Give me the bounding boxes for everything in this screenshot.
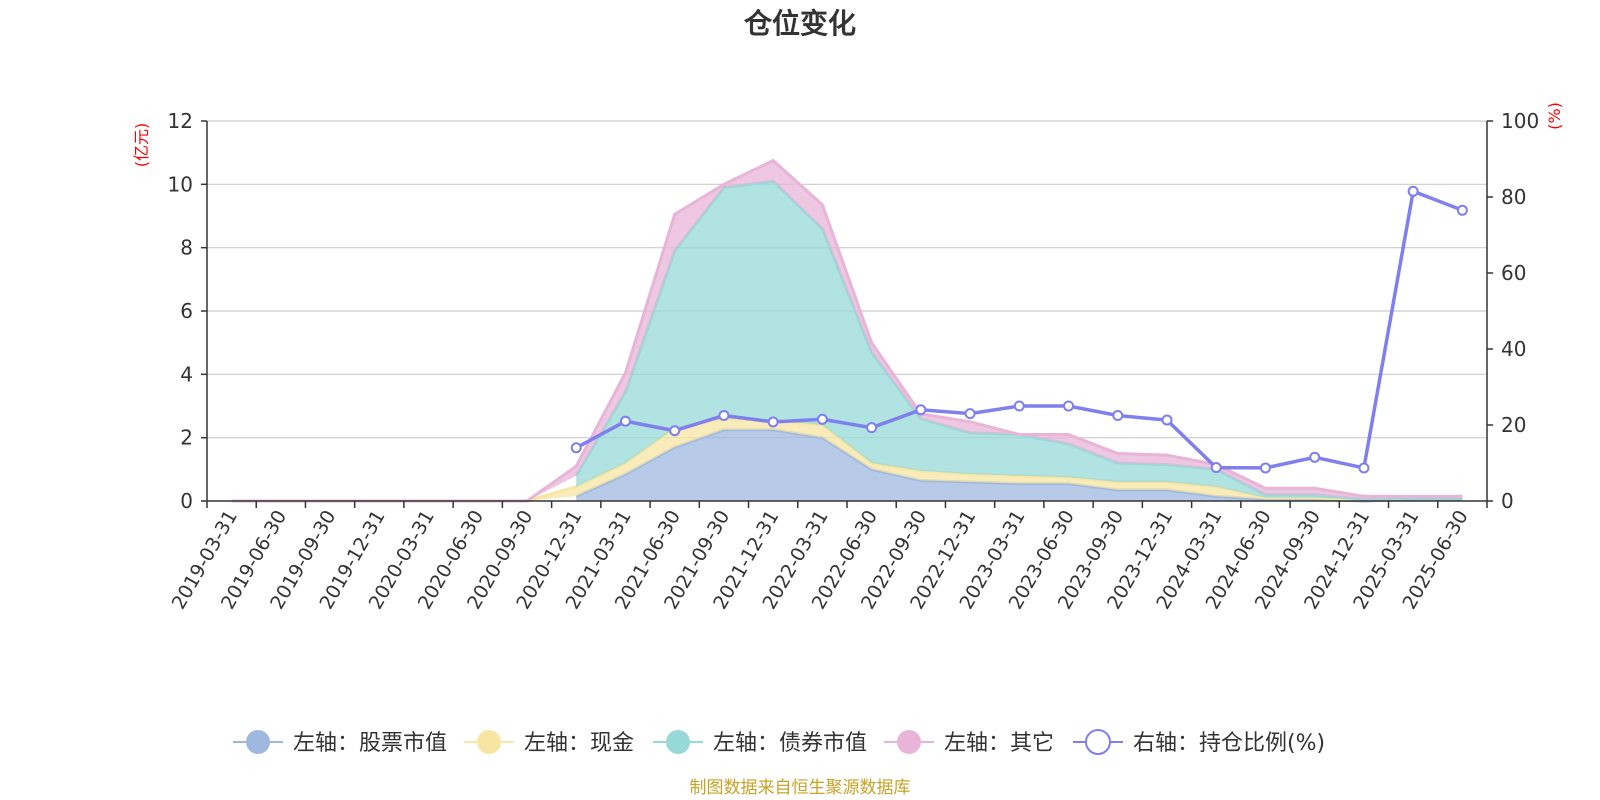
source-note: 制图数据来自恒生聚源数据库: [690, 778, 911, 798]
right-axis-unit: (%): [1545, 102, 1564, 130]
ratio-point: [619, 415, 631, 427]
ratio-point: [718, 410, 730, 421]
ratio-point: [1210, 462, 1222, 474]
left-tick-label: 8: [180, 236, 193, 260]
ratio-line: [570, 185, 1468, 474]
legend-label: 左轴：其它: [944, 731, 1054, 756]
legend-label: 左轴：股票市值: [293, 731, 447, 756]
left-tick-label: 6: [180, 299, 193, 323]
ratio-point: [570, 442, 582, 454]
area-fill: [576, 429, 1463, 501]
ratio-point: [915, 404, 927, 416]
ratio-point: [1013, 400, 1025, 412]
ratio-point: [1063, 400, 1075, 412]
legend-marker: [666, 730, 690, 754]
ratio-point: [1358, 462, 1370, 474]
ratio-point: [1456, 204, 1468, 216]
stacked-areas: [231, 158, 1463, 503]
legend-label: 左轴：债券市值: [713, 731, 867, 756]
ratio-point: [1161, 414, 1173, 426]
legend: 左轴：股票市值 左轴：现金 左轴：债券市值 左轴：其它 右轴：持仓比例(%): [233, 729, 1325, 756]
left-tick-label: 10: [168, 172, 193, 196]
legend-marker: [897, 730, 921, 754]
right-tick-label: 60: [1501, 261, 1526, 285]
left-axis-unit: (亿元): [132, 123, 151, 168]
left-tick-label: 4: [180, 362, 193, 386]
ratio-point: [1112, 410, 1124, 421]
legend-marker: [246, 730, 270, 754]
right-tick-label: 20: [1501, 413, 1526, 437]
left-tick-label: 0: [180, 489, 193, 513]
ratio-point: [816, 413, 828, 425]
legend-label: 右轴：持仓比例(%): [1133, 731, 1325, 756]
ratio-point: [1309, 451, 1321, 463]
ratio-point: [767, 416, 779, 428]
legend-marker: [477, 730, 501, 754]
ratio-point: [1407, 185, 1419, 197]
right-tick-label: 100: [1501, 109, 1539, 133]
chart-title: 仓位变化: [744, 7, 856, 40]
ratio-point: [964, 408, 976, 420]
right-tick-label: 0: [1501, 489, 1514, 513]
left-tick-label: 12: [168, 109, 193, 133]
legend-label: 左轴：现金: [524, 731, 634, 756]
ratio-point: [669, 425, 681, 437]
left-tick-label: 2: [180, 426, 193, 450]
right-tick-label: 80: [1501, 185, 1526, 209]
ratio-point: [1259, 462, 1271, 474]
legend-marker: [1085, 729, 1111, 755]
right-tick-label: 40: [1501, 337, 1526, 361]
ratio-point: [866, 422, 878, 434]
